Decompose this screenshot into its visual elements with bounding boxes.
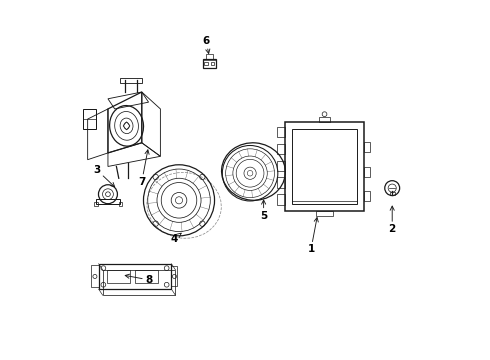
Bar bbox=[107, 270, 130, 283]
Bar bbox=[364, 167, 370, 177]
Text: 4: 4 bbox=[170, 233, 181, 244]
Bar bbox=[390, 192, 394, 195]
Bar bbox=[364, 191, 370, 201]
Bar bbox=[292, 129, 357, 204]
Bar bbox=[277, 127, 285, 137]
Bar bbox=[135, 270, 158, 283]
Bar bbox=[285, 122, 364, 211]
Bar bbox=[120, 78, 142, 82]
Bar bbox=[277, 177, 285, 188]
Bar bbox=[206, 54, 213, 59]
Text: 2: 2 bbox=[389, 206, 396, 234]
Bar bbox=[211, 62, 214, 65]
Bar bbox=[277, 194, 285, 204]
Text: 5: 5 bbox=[260, 200, 267, 221]
Text: 6: 6 bbox=[202, 36, 210, 53]
Bar bbox=[364, 142, 370, 152]
Bar bbox=[204, 62, 208, 65]
Text: 8: 8 bbox=[125, 274, 152, 285]
Bar bbox=[203, 59, 216, 68]
Bar bbox=[277, 144, 285, 154]
Bar bbox=[277, 161, 285, 171]
Text: 7: 7 bbox=[138, 150, 149, 187]
Bar bbox=[95, 202, 98, 206]
Bar bbox=[172, 266, 177, 287]
Bar bbox=[91, 265, 98, 287]
Text: 3: 3 bbox=[93, 165, 115, 187]
Bar bbox=[98, 264, 172, 289]
Bar bbox=[83, 109, 96, 129]
Text: 1: 1 bbox=[307, 217, 318, 255]
Bar bbox=[319, 117, 330, 122]
Bar bbox=[119, 202, 122, 206]
Bar bbox=[316, 211, 333, 216]
Bar bbox=[96, 199, 120, 204]
